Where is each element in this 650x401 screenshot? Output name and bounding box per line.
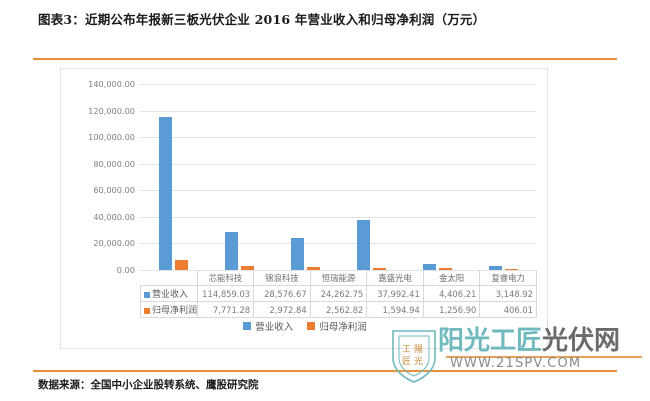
bar[interactable] bbox=[422, 264, 436, 270]
gridline bbox=[140, 110, 536, 112]
table-category-header: 复睿电力 bbox=[479, 270, 537, 286]
bar[interactable] bbox=[306, 266, 320, 270]
plot-area: 140,000.00 120,000.00 100,000.00 80,000.00 6… bbox=[88, 79, 536, 275]
y-axis-tick-label: 40,000.00 bbox=[93, 211, 135, 222]
table-cell: 1,594.94 bbox=[366, 301, 424, 318]
table-cell: 37,992.41 bbox=[366, 285, 424, 302]
table-corner-cell bbox=[141, 270, 198, 286]
bar-group bbox=[404, 84, 470, 270]
bar-group bbox=[140, 84, 206, 270]
bar-group bbox=[338, 84, 404, 270]
page-title: 图表3：近期公布年报新三板光伏企业 2016 年营业收入和归母净利润（万元） bbox=[38, 12, 486, 27]
bar-group bbox=[272, 84, 338, 270]
bar-series-container bbox=[140, 84, 536, 270]
gridline bbox=[140, 84, 536, 85]
y-axis-tick-label: 20,000.00 bbox=[93, 238, 135, 249]
table-cell: 2,562.82 bbox=[309, 301, 368, 318]
table-category-header: 锦浪科技 bbox=[253, 270, 311, 286]
bar[interactable] bbox=[240, 266, 254, 270]
table-cell: 3,148.92 bbox=[479, 285, 537, 302]
watermark-underline bbox=[446, 356, 642, 358]
table-category-header: 金太阳 bbox=[422, 270, 481, 286]
bar[interactable] bbox=[174, 259, 188, 270]
table-cell: 7,771.28 bbox=[196, 301, 255, 318]
y-axis-tick-label: 100,000.00 bbox=[88, 132, 135, 143]
gridline bbox=[140, 163, 536, 165]
table-cell: 28,576.67 bbox=[253, 285, 311, 302]
table-category-header: 芯能科技 bbox=[196, 270, 255, 286]
table-cell: 406.01 bbox=[479, 301, 537, 318]
bar[interactable] bbox=[504, 268, 518, 270]
watermark-url: WWW.21SPV.COM bbox=[450, 356, 582, 371]
gridline bbox=[140, 243, 536, 245]
legend-item[interactable]: 营业收入 bbox=[243, 319, 293, 333]
bar[interactable] bbox=[356, 219, 370, 270]
source-note: 数据来源：全国中小企业股转系统、鹰股研究院 bbox=[38, 379, 259, 391]
chart-data-table: 芯能科技 锦浪科技 恒瑞能源 嘉盛光电 金太阳 复睿电力 营业收入 114,859.03 28,… bbox=[140, 270, 537, 318]
table-cell: 24,262.75 bbox=[309, 285, 368, 302]
table-row: 营业收入 114,859.03 28,576.67 24,262.75 37,992.4… bbox=[140, 285, 537, 302]
bar[interactable] bbox=[438, 268, 452, 270]
table-row: 归母净利润 7,771.28 2,972.84 2,562.82 1,594.94 1,2… bbox=[140, 301, 537, 318]
source-divider bbox=[33, 370, 617, 372]
y-axis-tick-label: 120,000.00 bbox=[88, 105, 135, 116]
y-axis-tick-label: 60,000.00 bbox=[93, 185, 135, 196]
bar[interactable] bbox=[488, 265, 502, 270]
y-axis-tick-label: 80,000.00 bbox=[93, 158, 135, 169]
table-cell: 2,972.84 bbox=[253, 301, 311, 318]
y-axis-tick-label: 140,000.00 bbox=[88, 79, 135, 89]
chart-panel: 140,000.00 120,000.00 100,000.00 80,000.00 6… bbox=[60, 68, 548, 349]
table-cell: 114,859.03 bbox=[196, 285, 255, 302]
bar-group bbox=[470, 84, 536, 270]
bar[interactable] bbox=[224, 232, 238, 270]
title-divider bbox=[33, 58, 617, 60]
chart-legend: 营业收入 归母净利润 bbox=[61, 319, 549, 333]
bar[interactable] bbox=[158, 117, 172, 270]
series-key-swatch-icon bbox=[144, 307, 150, 314]
table-series-label: 归母净利润 bbox=[140, 301, 198, 318]
y-axis-tick-label: 0.00 bbox=[116, 265, 135, 275]
table-cell: 1,256.90 bbox=[422, 301, 481, 318]
figure-caption-block: 图表3：近期公布年报新三板光伏企业 2016 年营业收入和归母净利润（万元） bbox=[0, 0, 650, 30]
gridline bbox=[140, 190, 536, 192]
table-row: 芯能科技 锦浪科技 恒瑞能源 嘉盛光电 金太阳 复睿电力 bbox=[141, 270, 537, 286]
table-series-label: 营业收入 bbox=[140, 285, 198, 302]
watermark-brand-part-2: 光伏网 bbox=[542, 326, 621, 356]
gridline bbox=[140, 216, 536, 218]
legend-swatch-icon bbox=[307, 322, 316, 330]
legend-swatch-icon bbox=[243, 322, 252, 330]
table-cell: 4,406.21 bbox=[422, 285, 481, 302]
table-category-header: 恒瑞能源 bbox=[309, 270, 368, 286]
legend-label: 归母净利润 bbox=[319, 322, 367, 333]
gridline bbox=[140, 137, 536, 139]
legend-item[interactable]: 归母净利润 bbox=[307, 319, 367, 333]
series-key-swatch-icon bbox=[144, 291, 150, 298]
shield-text-line-2: 匠光 bbox=[401, 356, 426, 367]
bar[interactable] bbox=[372, 267, 386, 270]
bar-group bbox=[206, 84, 272, 270]
legend-label: 营业收入 bbox=[255, 322, 294, 333]
table-category-header: 嘉盛光电 bbox=[366, 270, 424, 286]
bar[interactable] bbox=[290, 237, 304, 270]
